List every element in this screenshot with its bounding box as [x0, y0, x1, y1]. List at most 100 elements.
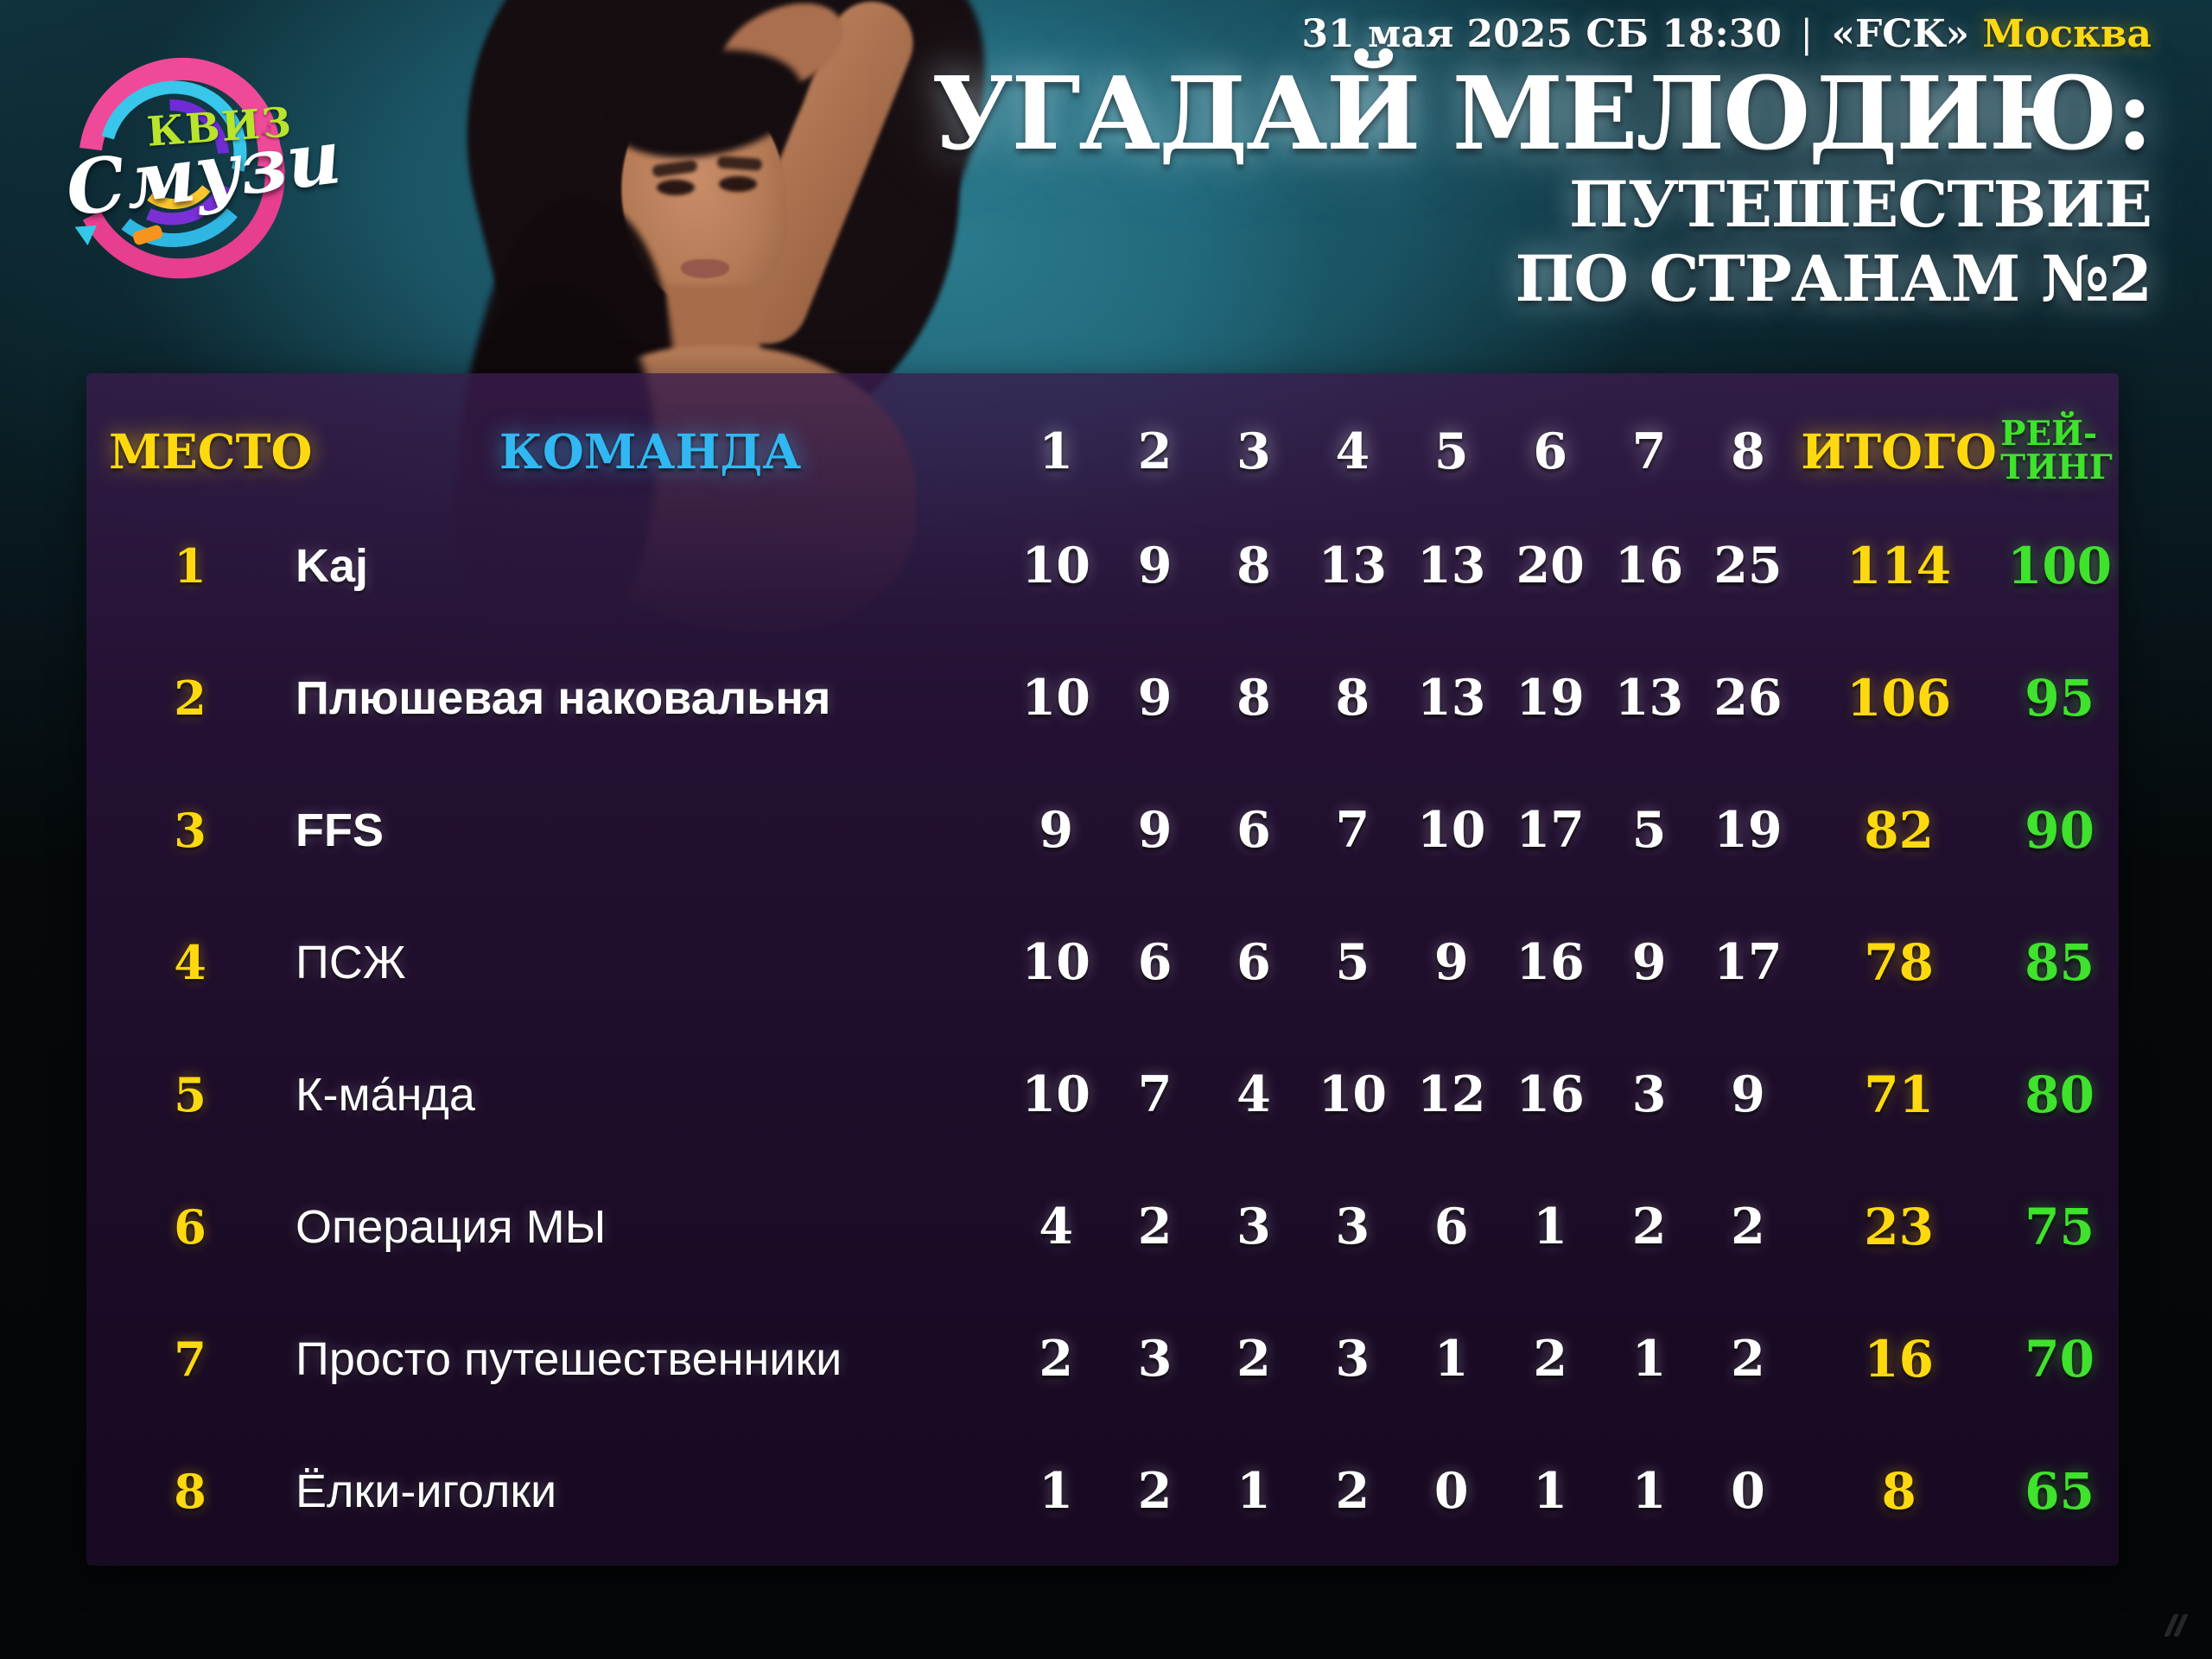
- cell-rating: 85: [2024, 932, 2094, 992]
- cell-round-score: 10: [1417, 801, 1486, 859]
- cell-round-score: 9: [1137, 537, 1173, 594]
- cell-round-score: 17: [1713, 933, 1783, 991]
- cell-round-score: 6: [1433, 1198, 1469, 1255]
- cell-round-score: 4: [1236, 1065, 1271, 1123]
- header-block: 31 мая 2025 СБ 18:30 | «FCK» Москва УГАД…: [931, 12, 2153, 317]
- cell-round-score: 1: [1433, 1330, 1469, 1388]
- cell-total: 114: [1847, 536, 1952, 595]
- cell-round-score: 12: [1417, 1065, 1486, 1123]
- cell-round-score: 5: [1631, 801, 1667, 859]
- event-city: Москва: [1982, 12, 2152, 56]
- cell-round-score: 20: [1516, 537, 1585, 594]
- cell-rating: 70: [2024, 1329, 2094, 1389]
- table-row: 1 Kaj 10 9 8 13 13 20 16 25 114 100: [86, 499, 2119, 632]
- cell-round-score: 6: [1236, 933, 1271, 991]
- page-subtitle-line2: ПО СТРАНАМ №2: [1515, 242, 2152, 317]
- column-header-total: ИТОГО: [1801, 423, 1997, 480]
- cell-rating: 80: [2024, 1065, 2094, 1124]
- column-header-rating-line1: РЕЙ-: [2000, 414, 2098, 454]
- table-row: 8 Ёлки-иголки 1 2 1 2 0 1 1 0 8 65: [86, 1425, 2119, 1557]
- cell-round-score: 19: [1516, 669, 1585, 727]
- column-header-place: МЕСТО: [109, 423, 313, 480]
- cell-round-score: 1: [1533, 1198, 1567, 1255]
- event-venue: «FCK»: [1831, 12, 1969, 56]
- cell-place: 3: [174, 802, 207, 858]
- cell-round-score: 10: [1021, 1065, 1090, 1123]
- cell-round-score: 1: [1631, 1330, 1667, 1388]
- cell-total: 16: [1864, 1329, 1934, 1389]
- column-header-round-2: 2: [1137, 422, 1173, 480]
- cell-round-score: 19: [1713, 801, 1783, 859]
- cell-team: Плюшевая наковальня: [296, 671, 831, 724]
- cell-place: 4: [174, 934, 207, 990]
- cell-rating: 100: [2007, 536, 2113, 595]
- cell-round-score: 13: [1417, 669, 1486, 727]
- cell-total: 78: [1864, 932, 1934, 992]
- cell-round-score: 7: [1335, 801, 1370, 859]
- cell-round-score: 9: [1433, 933, 1469, 991]
- cell-round-score: 9: [1039, 801, 1074, 859]
- cell-round-score: 7: [1137, 1065, 1173, 1123]
- cell-round-score: 16: [1516, 933, 1585, 991]
- cell-round-score: 16: [1614, 537, 1684, 594]
- cell-total: 23: [1864, 1197, 1934, 1256]
- table-rows: 1 Kaj 10 9 8 13 13 20 16 25 114 100 2 Плюшевая накова…: [86, 499, 2119, 1557]
- cell-place: 1: [174, 537, 207, 594]
- column-header-round-1: 1: [1039, 422, 1074, 480]
- table-row: 6 Операция МЫ 4 2 3 3 6 1 2 2 23 75: [86, 1160, 2119, 1293]
- page-title: УГАДАЙ МЕЛОДИЮ:: [931, 55, 2153, 173]
- column-header-team: КОМАНДА: [499, 423, 802, 480]
- cell-team: ПСЖ: [296, 936, 406, 988]
- column-header-round-7: 7: [1631, 422, 1667, 480]
- cell-round-score: 3: [1236, 1198, 1271, 1255]
- cell-round-score: 2: [1137, 1462, 1173, 1520]
- cell-round-score: 25: [1713, 537, 1783, 594]
- column-header-rating: РЕЙ- ТИНГ: [2000, 417, 2119, 485]
- table-row: 3 FFS 9 9 6 7 10 17 5 19 82 90: [86, 764, 2119, 896]
- cell-round-score: 2: [1236, 1330, 1271, 1388]
- cell-total: 71: [1864, 1065, 1934, 1124]
- cell-team: К-ма́нда: [296, 1068, 475, 1121]
- cell-team: Kaj: [296, 539, 369, 592]
- cell-round-score: 2: [1731, 1330, 1765, 1388]
- column-header-round-4: 4: [1335, 422, 1370, 480]
- cell-team: FFS: [296, 804, 384, 856]
- dateline-separator: |: [1800, 12, 1814, 56]
- cell-round-score: 6: [1236, 801, 1271, 859]
- cell-round-score: 2: [1137, 1198, 1173, 1255]
- table-row: 2 Плюшевая наковальня 10 9 8 8 13 19 13 26 106 95: [86, 632, 2119, 764]
- column-header-round-8: 8: [1731, 422, 1765, 480]
- column-header-round-3: 3: [1236, 422, 1271, 480]
- cell-round-score: 2: [1731, 1198, 1765, 1255]
- cell-round-score: 16: [1516, 1065, 1585, 1123]
- cell-round-score: 3: [1335, 1198, 1370, 1255]
- cell-place: 6: [174, 1198, 207, 1255]
- cell-round-score: 10: [1318, 1065, 1388, 1123]
- cell-round-score: 2: [1631, 1198, 1667, 1255]
- cell-round-score: 13: [1417, 537, 1486, 594]
- cell-round-score: 1: [1236, 1462, 1271, 1520]
- column-header-round-6: 6: [1533, 422, 1567, 480]
- column-header-round-5: 5: [1433, 422, 1469, 480]
- kviz-smuzi-logo: КВИЗ ♪ Смузи: [38, 16, 346, 307]
- cell-team: Операция МЫ: [296, 1200, 607, 1253]
- table-header-row: МЕСТО КОМАНДА 1 2 3 4 5 6 7 8 ИТОГО РЕЙ- ТИНГ: [86, 403, 2119, 499]
- event-dateline: 31 мая 2025 СБ 18:30 | «FCK» Москва: [931, 12, 2152, 56]
- cell-round-score: 10: [1021, 933, 1090, 991]
- cell-round-score: 0: [1731, 1462, 1765, 1520]
- cell-round-score: 9: [1631, 933, 1667, 991]
- table-row: 5 К-ма́нда 10 7 4 10 12 16 3 9 71 80: [86, 1028, 2119, 1160]
- cell-place: 7: [174, 1331, 207, 1387]
- cell-round-score: 8: [1236, 669, 1271, 727]
- cell-team: Просто путешественники: [296, 1332, 842, 1385]
- table-row: 7 Просто путешественники 2 3 2 3 1 2 1 2 16 70: [86, 1293, 2119, 1425]
- cell-round-score: 6: [1137, 933, 1173, 991]
- cell-rating: 95: [2024, 668, 2094, 728]
- cell-round-score: 13: [1318, 537, 1388, 594]
- cell-round-score: 2: [1335, 1462, 1370, 1520]
- cell-round-score: 2: [1533, 1330, 1567, 1388]
- photo-lips: [681, 259, 729, 278]
- cell-total: 8: [1881, 1461, 1916, 1521]
- cell-rating: 75: [2024, 1197, 2094, 1256]
